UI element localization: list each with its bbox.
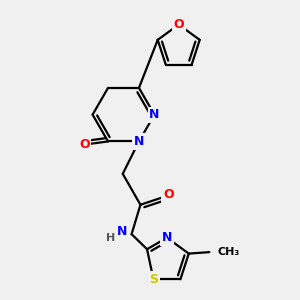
Text: S: S — [149, 273, 158, 286]
Text: O: O — [173, 18, 184, 31]
Text: O: O — [163, 188, 174, 201]
Text: O: O — [79, 138, 90, 151]
Text: N: N — [162, 231, 172, 244]
Text: N: N — [134, 135, 144, 148]
Text: CH₃: CH₃ — [218, 247, 240, 257]
Text: N: N — [149, 108, 160, 121]
Text: H: H — [106, 233, 115, 243]
Text: N: N — [117, 225, 128, 238]
